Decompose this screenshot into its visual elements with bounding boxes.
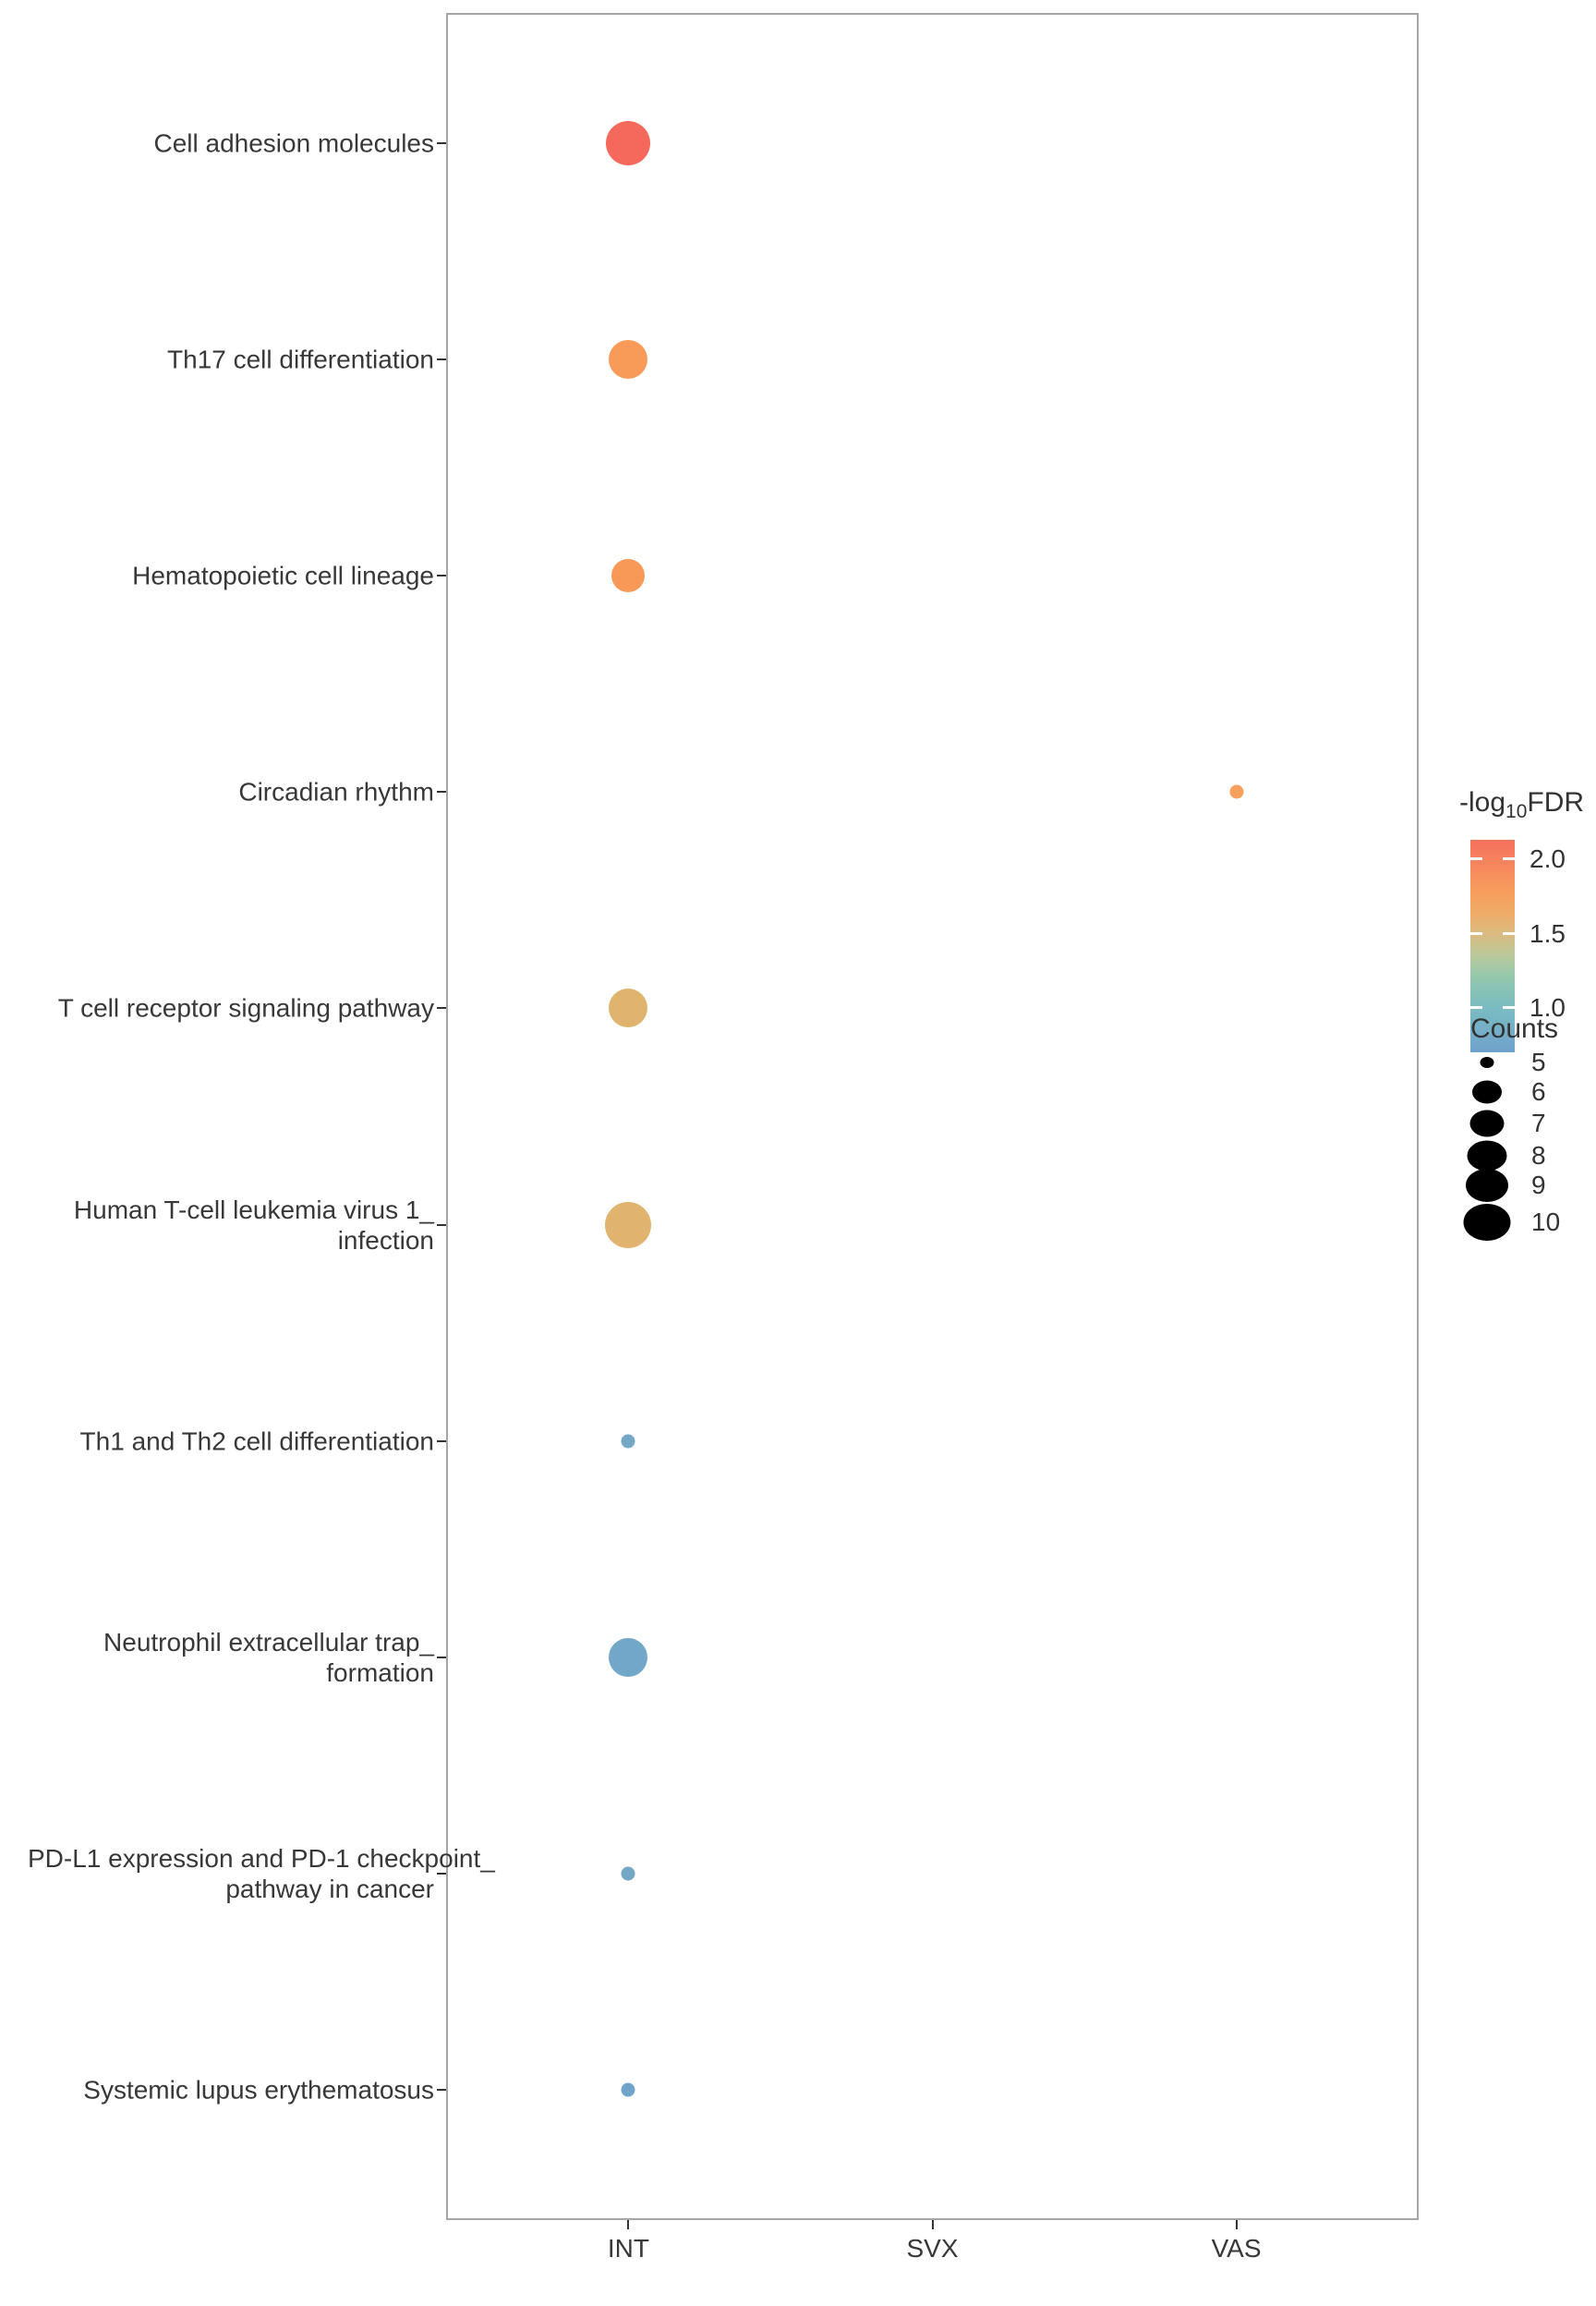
- data-point: [609, 339, 648, 379]
- data-point: [621, 2082, 635, 2097]
- colorbar-tick-label: 1.0: [1530, 992, 1566, 1022]
- y-tick-mark: [437, 358, 446, 360]
- colorbar-tick-dash: [1470, 857, 1482, 861]
- x-tick-label: SVX: [906, 2234, 959, 2263]
- fdr-title-prefix: -log: [1459, 787, 1506, 818]
- y-tick-label-line: Th17 cell differentiation: [167, 345, 434, 374]
- counts-legend-title: Counts: [1470, 1013, 1559, 1044]
- y-tick-label-line: Human T-cell leukemia virus 1_: [73, 1195, 434, 1224]
- counts-legend-dot: [1463, 1204, 1511, 1241]
- y-tick-label: Hematopoietic cell lineage: [28, 560, 434, 590]
- y-tick-mark: [437, 2089, 446, 2092]
- y-tick-label-line: T cell receptor signaling pathway: [57, 993, 434, 1023]
- fdr-colorbar: [1470, 840, 1515, 1052]
- y-tick-label: Circadian rhythm: [28, 777, 434, 807]
- data-point: [621, 1434, 635, 1449]
- fdr-title-subscript: 10: [1505, 801, 1528, 822]
- colorbar-tick-label: 1.5: [1530, 918, 1566, 948]
- x-tick-mark: [1235, 2220, 1238, 2229]
- counts-legend-dot: [1472, 1080, 1502, 1104]
- data-point: [611, 558, 646, 592]
- y-tick-mark: [437, 1657, 446, 1659]
- y-tick-mark: [437, 141, 446, 144]
- x-tick-mark: [931, 2220, 934, 2229]
- y-tick-label-line: Cell adhesion molecules: [153, 128, 434, 158]
- colorbar-tick-dash: [1503, 857, 1515, 861]
- counts-legend-label: 7: [1531, 1109, 1546, 1137]
- data-point: [609, 989, 648, 1028]
- counts-legend-dot: [1467, 1140, 1507, 1171]
- x-tick-label: INT: [607, 2234, 649, 2263]
- colorbar-tick-dash: [1470, 1006, 1482, 1010]
- y-tick-mark: [437, 791, 446, 794]
- y-tick-label-line: formation: [326, 1658, 434, 1688]
- x-tick-mark: [627, 2220, 630, 2229]
- y-tick-label: Th17 cell differentiation: [28, 344, 434, 374]
- fdr-title-suffix: FDR: [1527, 787, 1585, 818]
- y-tick-label-line: Th1 and Th2 cell differentiation: [79, 1426, 434, 1456]
- counts-legend-label: 10: [1531, 1208, 1561, 1236]
- y-tick-label-line: Hematopoietic cell lineage: [132, 561, 434, 590]
- y-tick-label: T cell receptor signaling pathway: [28, 993, 434, 1024]
- counts-legend-dot: [1469, 1110, 1505, 1137]
- counts-legend-dot: [1480, 1057, 1494, 1068]
- y-tick-label-line: pathway in cancer: [225, 1875, 434, 1904]
- colorbar-tick-dash: [1470, 932, 1482, 936]
- y-tick-mark: [437, 574, 446, 576]
- counts-legend-dot: [1466, 1169, 1508, 1202]
- y-tick-label: Human T-cell leukemia virus 1_ infection: [28, 1195, 434, 1256]
- y-tick-label-line: Circadian rhythm: [238, 777, 434, 807]
- colorbar-tick-dash: [1503, 932, 1515, 936]
- y-tick-mark: [437, 1873, 446, 1875]
- data-point: [605, 1201, 652, 1248]
- counts-legend-label: 8: [1531, 1141, 1546, 1170]
- plot-panel: [446, 13, 1419, 2220]
- y-tick-mark: [437, 1439, 446, 1442]
- y-tick-label-line: Neutrophil extracellular trap_: [103, 1628, 434, 1657]
- y-tick-label-line: infection: [337, 1225, 434, 1255]
- data-point: [1229, 784, 1244, 799]
- counts-legend-label: 9: [1531, 1171, 1546, 1199]
- data-point: [609, 1638, 648, 1678]
- x-tick-label: VAS: [1211, 2234, 1262, 2263]
- y-tick-label: Th1 and Th2 cell differentiation: [28, 1426, 434, 1456]
- y-tick-label-line: Systemic lupus erythematosus: [83, 2075, 434, 2105]
- y-tick-label: PD-L1 expression and PD-1 checkpoint_ pat…: [28, 1843, 495, 1904]
- y-tick-label: Systemic lupus erythematosus: [28, 2075, 434, 2106]
- y-tick-mark: [437, 1223, 446, 1226]
- counts-legend-label: 5: [1531, 1048, 1546, 1076]
- fdr-legend-title: -log10FDR: [1459, 787, 1584, 823]
- y-tick-mark: [437, 1007, 446, 1010]
- counts-legend-label: 6: [1531, 1077, 1546, 1106]
- colorbar-tick-label: 2.0: [1530, 844, 1566, 873]
- y-tick-label-line: PD-L1 expression and PD-1 checkpoint_: [28, 1844, 495, 1874]
- y-tick-label: Neutrophil extracellular trap_ formation: [28, 1627, 434, 1688]
- data-point: [606, 120, 651, 165]
- data-point: [621, 1866, 635, 1881]
- colorbar-tick-dash: [1503, 1006, 1515, 1010]
- y-tick-label: Cell adhesion molecules: [28, 127, 434, 158]
